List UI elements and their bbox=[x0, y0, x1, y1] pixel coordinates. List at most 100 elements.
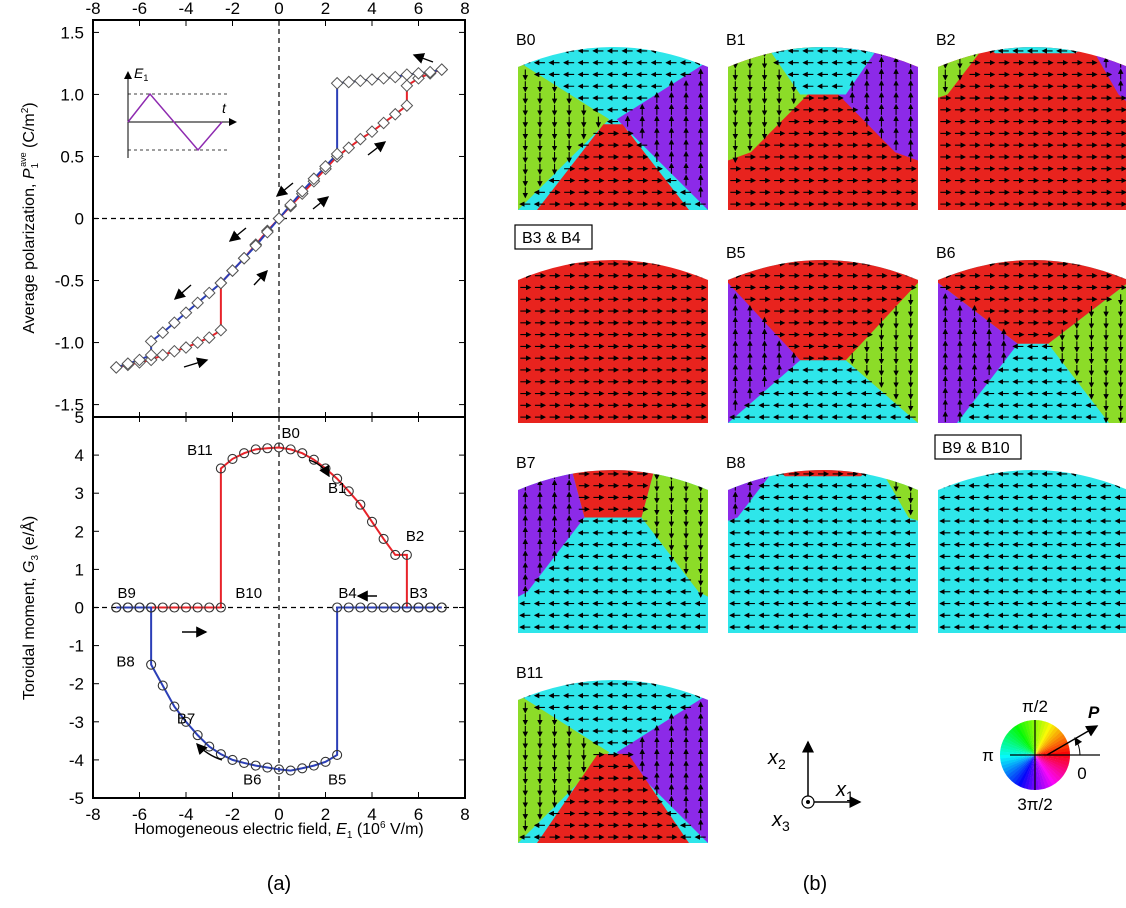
x-tick-label-bottom: 2 bbox=[321, 805, 330, 824]
data-point-marker bbox=[250, 760, 261, 771]
x-tick-label-top: 2 bbox=[321, 0, 330, 18]
domain-panel: B7 bbox=[516, 455, 708, 633]
domain-region bbox=[616, 61, 708, 210]
panel-b-label: (b) bbox=[803, 873, 827, 895]
toroidal-series-line bbox=[116, 446, 442, 609]
annotation-label: B9 bbox=[118, 585, 136, 602]
data-point-marker bbox=[179, 306, 193, 320]
data-point-marker bbox=[157, 602, 168, 613]
domain-region bbox=[985, 47, 1090, 54]
domain-panel: B11 bbox=[516, 665, 708, 843]
x-tick-label-bottom: -4 bbox=[178, 805, 193, 824]
data-point-marker bbox=[192, 730, 203, 741]
data-point-marker bbox=[342, 141, 356, 155]
data-point-marker bbox=[215, 602, 226, 613]
data-point-marker bbox=[239, 448, 250, 459]
data-point-marker bbox=[261, 225, 274, 239]
data-point-marker bbox=[330, 147, 344, 161]
x-tick-label-top: -2 bbox=[225, 0, 240, 18]
annotation-label: B8 bbox=[116, 654, 134, 671]
data-point-marker bbox=[343, 602, 354, 613]
top-y-tick-label: 1.0 bbox=[60, 85, 84, 104]
data-point-marker bbox=[388, 107, 402, 121]
data-point-marker bbox=[168, 344, 181, 358]
bottom-y-tick-label: 2 bbox=[75, 522, 84, 541]
domain-panel-label: B11 bbox=[516, 665, 543, 682]
data-point-marker bbox=[307, 172, 321, 186]
data-point-marker bbox=[179, 341, 193, 354]
bottom-y-tick-label: 0 bbox=[75, 599, 84, 618]
domain-region bbox=[518, 470, 585, 597]
x3-axis-label: x3 bbox=[771, 809, 790, 834]
domain-panel-label: B1 bbox=[726, 32, 746, 49]
annotation-label: B6 bbox=[243, 772, 261, 789]
x-tick-label-top: 0 bbox=[274, 0, 283, 18]
x-tick-label-top: -4 bbox=[178, 0, 193, 18]
x-tick-label-bottom: 8 bbox=[460, 805, 469, 824]
data-point-marker bbox=[249, 239, 263, 253]
data-point-marker bbox=[365, 73, 379, 86]
data-point-marker bbox=[214, 323, 228, 337]
data-point-marker bbox=[214, 276, 228, 290]
x-tick-label-bottom: 4 bbox=[367, 805, 376, 824]
bottom-y-tick-label: 1 bbox=[75, 560, 84, 579]
data-point-marker bbox=[156, 326, 170, 340]
domain-region bbox=[518, 260, 708, 423]
x-tick-label-top: -8 bbox=[85, 0, 100, 18]
data-point-marker bbox=[342, 75, 356, 89]
top-y-tick-label: -1.5 bbox=[55, 396, 84, 415]
data-point-marker bbox=[226, 264, 239, 277]
x-tick-label-top: 8 bbox=[460, 0, 469, 18]
top-y-tick-label: -0.5 bbox=[55, 272, 84, 291]
data-point-marker bbox=[146, 602, 157, 613]
data-point-marker bbox=[297, 448, 308, 459]
toroidal-series-line bbox=[116, 606, 442, 772]
data-point-marker bbox=[237, 251, 251, 265]
data-point-marker bbox=[146, 659, 157, 670]
data-point-marker bbox=[355, 602, 366, 613]
domain-panel-label: B3 & B4 bbox=[522, 230, 581, 247]
panel-b-domains: B0 B1 B2 B3 & B4 B5 B6 B7 B8 B9 & B10 B11 bbox=[514, 32, 1126, 843]
inset-waveform: E1 t bbox=[124, 65, 237, 158]
domain-region bbox=[728, 260, 918, 361]
data-point-marker bbox=[202, 331, 216, 344]
data-point-marker bbox=[435, 63, 449, 76]
panel-a-plots: -8 -8 -6 -6 -4 -4 -2 -2 0 0 2 2 4 4 6 6 8 8 -1.5 -1.0 -0.5 0 0… bbox=[18, 0, 470, 895]
data-point-marker bbox=[227, 754, 238, 765]
annotation-label: B4 bbox=[338, 585, 356, 602]
data-point-marker bbox=[285, 765, 296, 776]
x1-axis-label: x1 bbox=[835, 779, 854, 804]
bottom-y-tick-label: -5 bbox=[69, 789, 84, 808]
data-point-marker bbox=[134, 602, 145, 613]
data-point-marker bbox=[401, 602, 412, 613]
domain-panel-label: B7 bbox=[516, 455, 536, 472]
bottom-y-tick-label: -3 bbox=[69, 713, 84, 732]
domain-region bbox=[1048, 282, 1126, 423]
domain-panel: B6 bbox=[936, 245, 1126, 423]
data-point-marker bbox=[215, 463, 226, 474]
direction-arrows bbox=[173, 53, 434, 761]
annotation-label: B0 bbox=[281, 425, 299, 442]
data-point-marker bbox=[436, 602, 447, 613]
domain-panel-label: B2 bbox=[936, 32, 956, 49]
annotation-label: B5 bbox=[328, 772, 346, 789]
data-point-marker bbox=[157, 680, 168, 691]
wheel-vector-label: P bbox=[1088, 703, 1100, 722]
data-point-marker bbox=[425, 602, 436, 613]
data-point-marker bbox=[355, 499, 366, 510]
data-point-marker bbox=[377, 71, 390, 85]
data-point-marker bbox=[144, 334, 158, 348]
data-point-marker bbox=[365, 125, 379, 139]
domain-region bbox=[616, 694, 708, 843]
x-tick-label-top: 4 bbox=[367, 0, 376, 18]
domain-panel-label: B9 & B10 bbox=[942, 440, 1010, 457]
data-point-marker bbox=[343, 486, 354, 497]
data-point-marker bbox=[378, 602, 389, 613]
data-point-marker bbox=[144, 348, 158, 362]
domain-panel: B0 bbox=[516, 32, 708, 210]
bottom-y-tick-label: -4 bbox=[69, 751, 84, 770]
color-wheel-legend: π/2 π 0 3π/2 P bbox=[982, 697, 1100, 814]
x-tick-label-bottom: -2 bbox=[225, 805, 240, 824]
data-point-marker bbox=[180, 602, 192, 613]
